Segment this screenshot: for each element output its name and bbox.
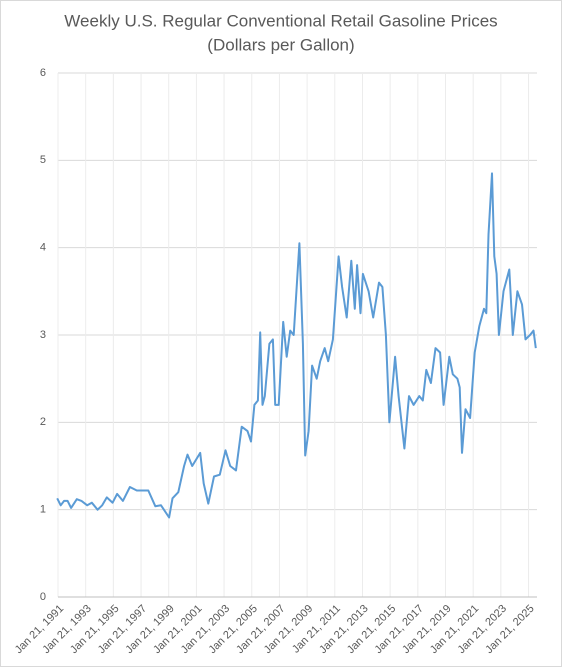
y-tick-label: 6 bbox=[40, 67, 46, 79]
chart-title: Weekly U.S. Regular Conventional Retail … bbox=[64, 11, 497, 30]
y-tick-label: 4 bbox=[40, 242, 46, 254]
y-tick-label: 2 bbox=[40, 416, 46, 428]
y-tick-label: 5 bbox=[40, 154, 46, 166]
y-tick-label: 0 bbox=[40, 591, 46, 603]
y-tick-label: 1 bbox=[40, 504, 46, 516]
line bbox=[56, 172, 537, 519]
chart-subtitle: (Dollars per Gallon) bbox=[207, 35, 354, 54]
y-tick-label: 3 bbox=[40, 329, 46, 341]
